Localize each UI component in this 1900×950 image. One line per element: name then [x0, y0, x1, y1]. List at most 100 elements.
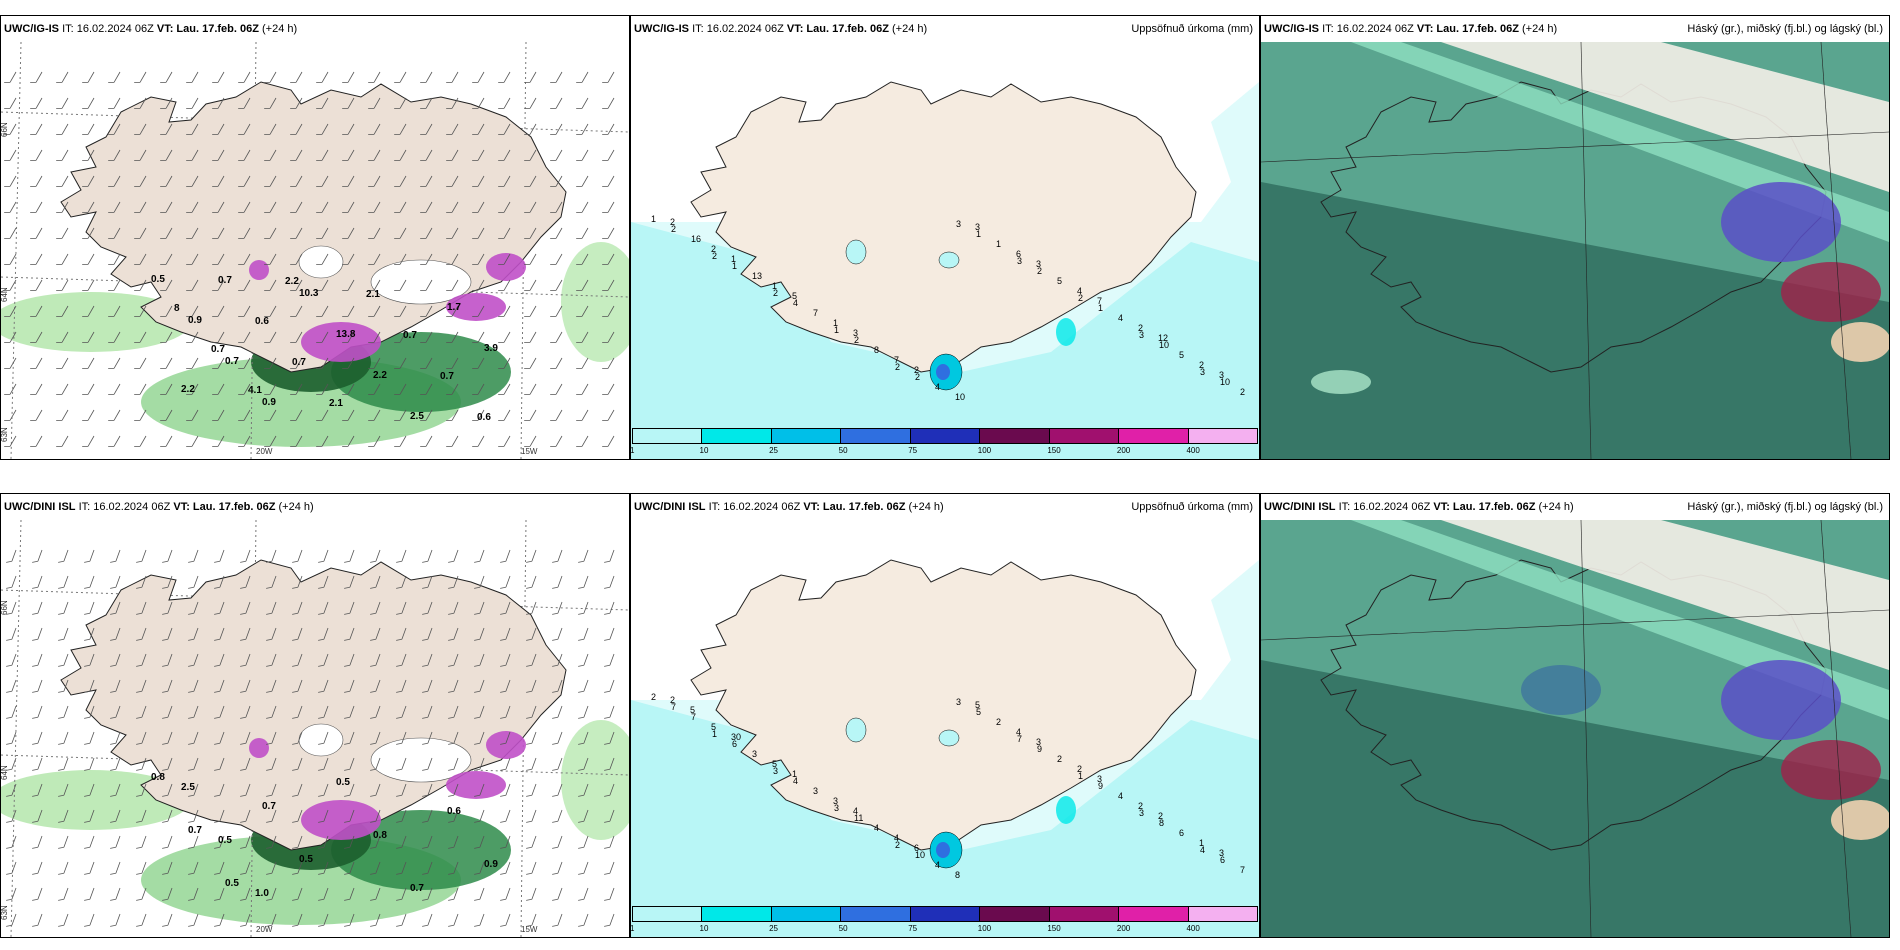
- wind-barb-flag: [602, 263, 609, 265]
- wind-barb: [342, 123, 355, 135]
- wind-barb-flag: [576, 185, 583, 187]
- wind-barb-staff: [477, 409, 485, 421]
- wind-barb-staff: [477, 279, 485, 291]
- wind-barb-staff: [581, 253, 589, 265]
- wind-barb-flag: [110, 742, 116, 745]
- wind-barb-flag: [212, 315, 219, 317]
- lead-time: (+24 h): [1538, 501, 1574, 513]
- wind-barb: [214, 731, 225, 745]
- wind-barb-flag: [58, 872, 64, 875]
- wind-barb: [602, 175, 615, 187]
- wind-barb-flag: [500, 820, 506, 823]
- precip-value-label: 7: [813, 308, 818, 318]
- model-name: UWC/DINI ISL: [634, 501, 706, 513]
- wind-barb-flag: [578, 612, 584, 615]
- wind-barb-flag: [108, 107, 115, 109]
- wind-barb-flag: [30, 445, 37, 447]
- wind-barb-staff: [243, 435, 251, 447]
- wind-barb-staff: [609, 653, 615, 666]
- wind-barb-flag: [134, 237, 141, 239]
- wind-barb-flag: [188, 612, 194, 615]
- wind-barb-staff: [113, 149, 121, 161]
- wind-barb-flag: [526, 612, 532, 615]
- wind-barb-staff: [373, 175, 381, 187]
- wind-barb: [446, 149, 459, 161]
- wind-barb-staff: [245, 549, 251, 562]
- wind-barb-staff: [349, 627, 355, 640]
- wind-barb: [4, 227, 17, 239]
- wind-barb: [238, 435, 251, 447]
- wind-barb: [318, 549, 329, 563]
- wind-barb: [188, 653, 199, 667]
- wind-barb: [212, 409, 225, 421]
- wind-barb: [316, 305, 329, 317]
- wind-barb-flag: [422, 846, 428, 849]
- wind-barb: [602, 71, 615, 83]
- wind-barb-flag: [498, 367, 505, 369]
- wind-barb: [344, 757, 355, 771]
- wind-barb: [212, 201, 225, 213]
- wind-barb: [526, 887, 537, 901]
- wind-barb-staff: [217, 305, 225, 317]
- colorbar-tick-label: 50: [838, 924, 848, 933]
- wind-barb: [420, 331, 433, 343]
- wind-barb: [498, 435, 511, 447]
- wind-barb-flag: [396, 690, 402, 693]
- wind-barb: [524, 201, 537, 213]
- wind-barb-staff: [399, 175, 407, 187]
- wind-barb: [214, 861, 225, 875]
- wind-barb: [498, 97, 511, 109]
- wind-barb: [526, 549, 537, 563]
- precip-value-label: 10: [1220, 377, 1230, 387]
- wind-barb-staff: [401, 913, 407, 926]
- wind-barb: [500, 809, 511, 823]
- wind-barb-staff: [9, 305, 17, 317]
- wind-barb-flag: [4, 211, 11, 213]
- wind-barb-flag: [422, 872, 428, 875]
- wind-barb-flag: [370, 898, 376, 901]
- wind-barb-flag: [264, 315, 271, 317]
- wind-barb-flag: [84, 742, 90, 745]
- panel-top-precip: UWC/IG-IS IT: 16.02.2024 06Z VT: Lau. 17…: [630, 15, 1260, 460]
- precip-value-label: 6: [1016, 249, 1021, 259]
- precip-value-label: 1: [792, 769, 797, 779]
- wind-barb: [134, 97, 147, 109]
- precip-value-label: 7: [691, 712, 696, 722]
- wind-barb: [82, 435, 95, 447]
- wind-barb: [604, 627, 615, 641]
- wind-barb-flag: [524, 419, 531, 421]
- wind-barb: [550, 71, 563, 83]
- wind-barb-flag: [552, 768, 558, 771]
- wind-barb-staff: [141, 575, 147, 588]
- wind-barb-flag: [4, 81, 11, 83]
- wind-barb-flag: [264, 81, 271, 83]
- wind-barb-flag: [474, 768, 480, 771]
- precip-value-label: 2.2: [181, 384, 195, 395]
- wind-barb-staff: [581, 305, 589, 317]
- precip-value-label: 3: [1219, 370, 1224, 380]
- wind-barb-flag: [240, 716, 246, 719]
- wind-barb-flag: [188, 820, 194, 823]
- wind-barb-flag: [160, 289, 167, 291]
- wind-barb: [56, 123, 69, 135]
- lead-time: (+24 h): [908, 501, 944, 513]
- wind-barb-staff: [607, 149, 615, 161]
- wind-barb-flag: [82, 211, 89, 213]
- wind-barb: [32, 887, 43, 901]
- precip-value-label: 0.5: [151, 274, 165, 285]
- wind-barb-flag: [368, 263, 375, 265]
- wind-barb: [370, 549, 381, 563]
- wind-barb-flag: [420, 289, 427, 291]
- colorbar-tick-label: 25: [769, 446, 779, 455]
- wind-barb-flag: [134, 81, 141, 83]
- lat-label: 66N: [1, 600, 9, 615]
- wind-barb: [6, 757, 17, 771]
- wind-barb-flag: [342, 289, 349, 291]
- wind-barb: [240, 601, 251, 615]
- wind-barb: [30, 201, 43, 213]
- wind-barb-flag: [58, 664, 64, 667]
- colorbar-swatch: [980, 907, 1050, 921]
- wind-barb: [396, 575, 407, 589]
- wind-barb-staff: [323, 783, 329, 796]
- wind-barb-staff: [193, 757, 199, 770]
